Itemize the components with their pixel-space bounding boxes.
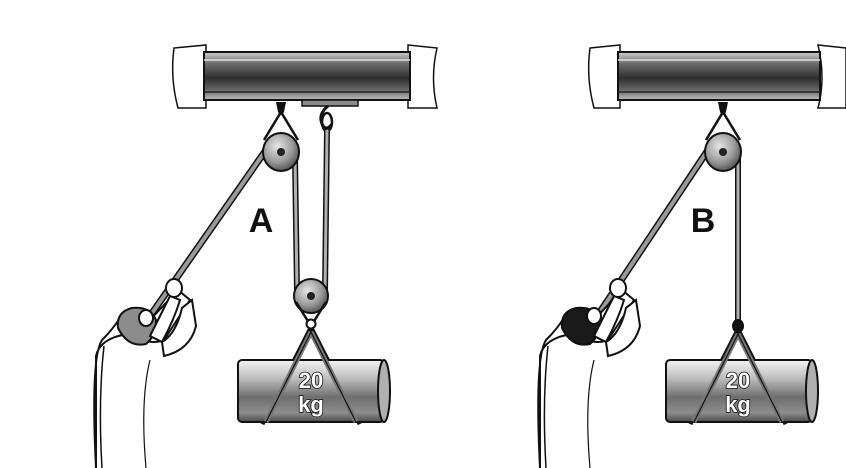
system-label-a: A (249, 202, 274, 240)
ceiling-hook-b (718, 102, 728, 115)
ceiling-beam-b (587, 44, 846, 109)
person-a (93, 278, 198, 468)
weight-value-a: 20 (299, 368, 323, 393)
weight-unit-a: kg (298, 392, 324, 417)
system-label-b: B (691, 202, 716, 240)
rope-hook-b (732, 319, 744, 333)
anchor-plate-a (301, 99, 359, 107)
weight-a: 20 kg (237, 330, 391, 424)
movable-pulley-a (293, 278, 329, 330)
weight-b: 20 kg (665, 332, 819, 424)
ceiling-beam-a (171, 44, 438, 109)
system-b: 20 kg B (537, 44, 846, 468)
person-b (537, 278, 642, 468)
ceiling-hook-a (276, 102, 286, 115)
weight-unit-b: kg (725, 392, 751, 417)
fixed-pulley-b (704, 132, 742, 172)
weight-value-b: 20 (726, 368, 750, 393)
system-a: 20 kg A (93, 44, 438, 468)
fixed-pulley-a (262, 132, 300, 172)
